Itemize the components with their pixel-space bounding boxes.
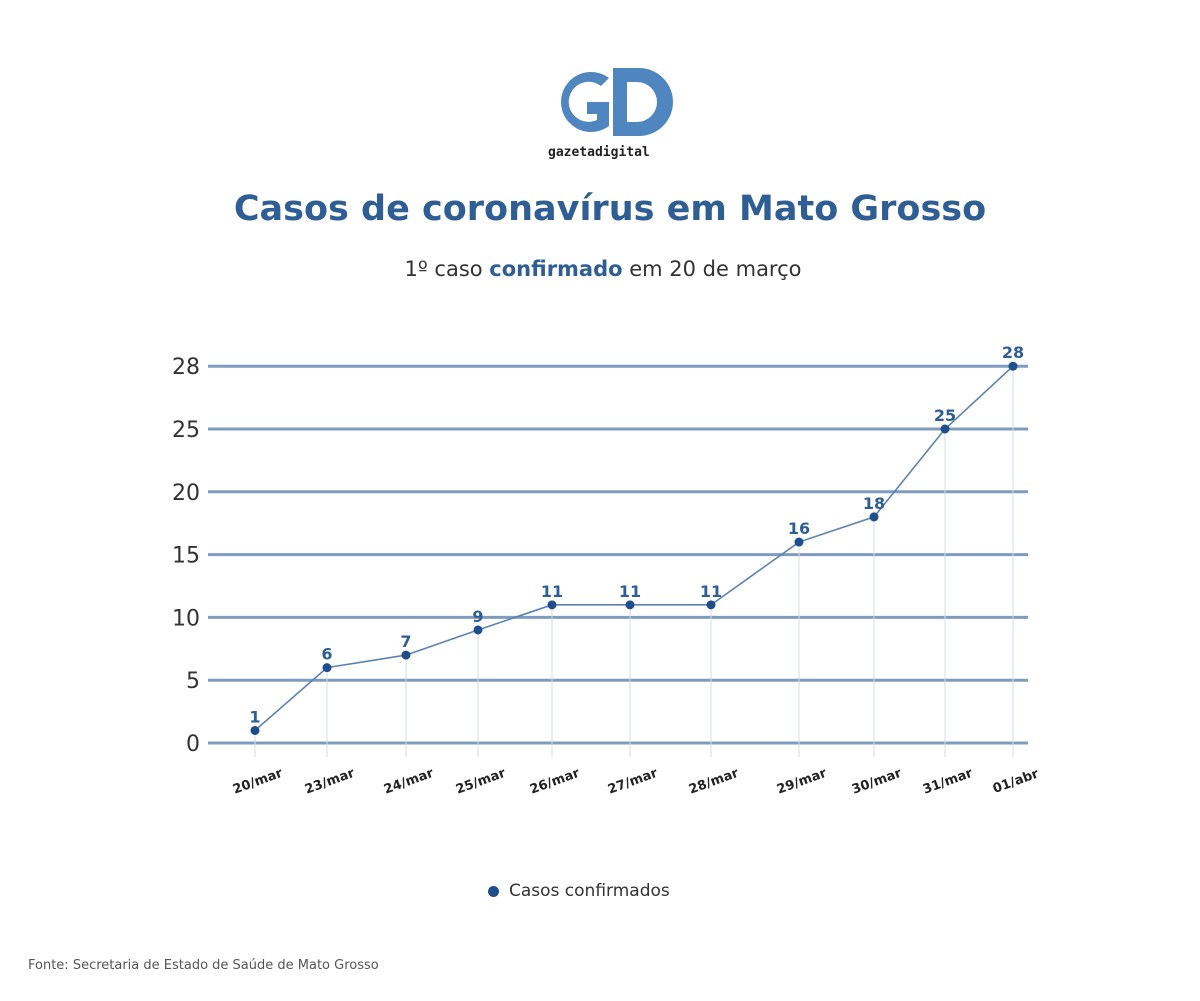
data-label: 1 <box>249 707 260 726</box>
y-tick-label: 5 <box>186 669 200 694</box>
data-label: 6 <box>321 645 332 664</box>
x-tick-label: 31/mar <box>921 766 975 798</box>
legend-label: Casos confirmados <box>509 881 670 901</box>
data-label: 11 <box>700 582 722 601</box>
x-tick-label: 26/mar <box>528 766 582 798</box>
data-label: 25 <box>934 406 956 425</box>
data-point <box>1008 361 1018 371</box>
y-tick-label: 28 <box>172 355 200 380</box>
data-label: 28 <box>1002 343 1024 362</box>
logo-letter-d-shape <box>613 68 673 136</box>
x-tick-label: 01/abr <box>991 766 1041 796</box>
x-tick-label: 27/mar <box>606 766 660 798</box>
data-point <box>547 600 557 610</box>
gazeta-digital-logo <box>561 68 673 136</box>
chart-title: Casos de coronavírus em Mato Grosso <box>233 189 987 229</box>
data-point <box>322 663 332 673</box>
x-tick-label: 29/mar <box>775 766 829 798</box>
legend: Casos confirmados <box>488 881 670 901</box>
subtitle-highlight: confirmado <box>489 257 623 281</box>
subtitle-pre: 1º caso <box>404 257 490 281</box>
x-tick-label: 24/mar <box>382 766 436 798</box>
y-tick-label: 0 <box>186 732 200 757</box>
x-tick-label: 20/mar <box>231 766 285 798</box>
source-note: Fonte: Secretaria de Estado de Saúde de … <box>28 958 379 973</box>
y-tick-label: 25 <box>172 418 200 443</box>
x-tick-label: 25/mar <box>454 766 508 798</box>
data-label: 11 <box>619 582 641 601</box>
data-point <box>940 424 950 434</box>
logo-letter-g-shape <box>561 72 609 132</box>
data-label: 18 <box>863 494 885 513</box>
legend-marker <box>488 885 499 897</box>
x-tick-label: 23/mar <box>303 766 357 798</box>
data-point <box>250 725 260 735</box>
data-label: 11 <box>541 582 563 601</box>
data-point <box>794 537 804 547</box>
chart-subtitle: 1º caso confirmado em 20 de março <box>0 256 1200 282</box>
x-tick-label: 28/mar <box>687 766 741 798</box>
y-tick-label: 15 <box>172 544 200 569</box>
data-label: 9 <box>472 607 483 626</box>
data-label: 7 <box>400 632 411 651</box>
data-point <box>401 650 411 660</box>
subtitle-post: em 20 de março <box>622 257 802 281</box>
data-point <box>473 625 483 635</box>
series-line <box>254 365 1014 732</box>
logo-text: gazetadigital <box>548 145 650 160</box>
y-tick-label: 10 <box>172 606 200 631</box>
data-point <box>869 512 879 522</box>
data-label: 16 <box>788 519 810 538</box>
data-point <box>706 600 716 610</box>
x-tick-label: 30/mar <box>850 766 904 798</box>
data-point <box>625 600 635 610</box>
y-tick-label: 20 <box>172 481 200 506</box>
